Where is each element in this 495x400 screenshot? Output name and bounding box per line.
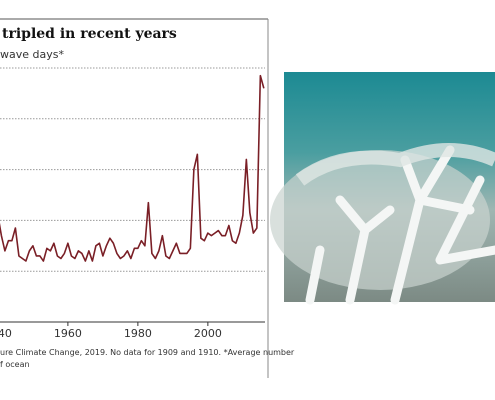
chart-subtitle: wave days*	[0, 48, 64, 61]
coral-photo	[270, 72, 495, 305]
x-tick-label: 1960	[54, 327, 82, 340]
chart-title: tripled in recent years	[2, 26, 177, 42]
source-note: f ocean	[0, 360, 30, 369]
x-tick-label: 1940	[0, 327, 12, 340]
source-note: ure Climate Change, 2019. No data for 19…	[0, 348, 295, 357]
x-tick-label: 1980	[124, 327, 152, 340]
data-line	[0, 74, 265, 262]
x-tick-label: 2000	[194, 327, 222, 340]
